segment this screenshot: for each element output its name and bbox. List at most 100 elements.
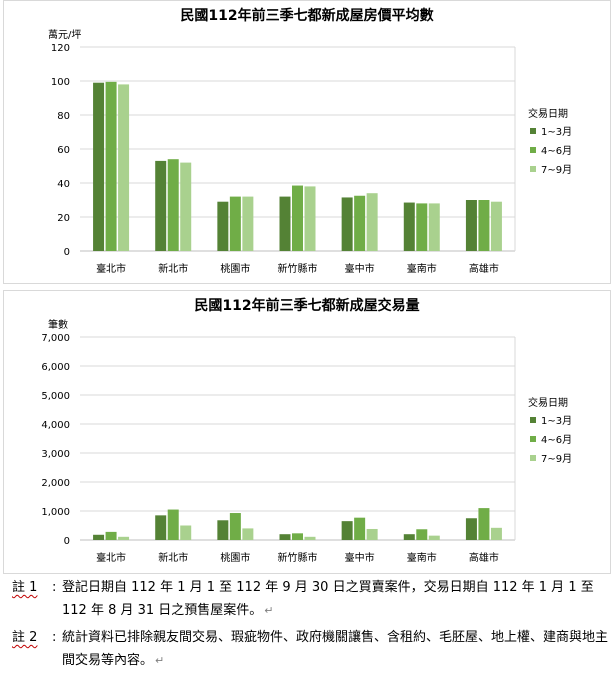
- bar: [155, 160, 167, 251]
- legend-label: 7~9月: [541, 164, 572, 176]
- bar: [93, 534, 105, 540]
- bar: [490, 527, 502, 540]
- chart-border: [3, 0, 611, 284]
- note-1-colon: :: [52, 580, 57, 595]
- x-tick-label: 臺北市: [96, 262, 126, 275]
- return-mark: ↵: [155, 654, 165, 667]
- footnotes: 註 1 : 登記日期自 112 年 1 月 1 至 112 年 9 月 30 日…: [12, 576, 608, 672]
- y-tick-label: 7,000: [41, 333, 70, 344]
- bar: [180, 162, 192, 251]
- bar: [93, 82, 105, 251]
- y-tick-label: 80: [57, 111, 70, 122]
- y-tick-label: 40: [57, 179, 70, 190]
- legend-label: 1~3月: [541, 126, 572, 138]
- x-tick-label: 臺北市: [96, 551, 126, 564]
- x-tick-label: 新竹縣市: [278, 551, 318, 564]
- bar: [478, 200, 490, 251]
- bar: [279, 534, 291, 540]
- y-tick-label: 60: [57, 145, 70, 156]
- bar: [490, 201, 502, 251]
- legend-swatch: [530, 128, 536, 134]
- return-mark: ↵: [264, 604, 274, 617]
- x-tick-label: 桃園市: [220, 551, 250, 564]
- note-1: 註 1 : 登記日期自 112 年 1 月 1 至 112 年 9 月 30 日…: [12, 576, 608, 622]
- x-tick-label: 新竹縣市: [278, 262, 318, 275]
- bar: [118, 536, 130, 540]
- bar: [118, 84, 130, 252]
- y-tick-label: 3,000: [41, 449, 70, 460]
- y-tick-label: 4,000: [41, 420, 70, 431]
- y-axis-unit: 萬元/坪: [48, 28, 81, 41]
- y-tick-label: 5,000: [41, 391, 70, 402]
- x-tick-label: 臺中市: [345, 551, 375, 564]
- bar: [279, 196, 291, 251]
- legend-swatch: [530, 417, 536, 423]
- bar: [403, 534, 415, 540]
- legend-title: 交易日期: [528, 396, 568, 409]
- bar: [428, 203, 440, 251]
- bar: [465, 200, 477, 251]
- x-tick-label: 臺南市: [407, 551, 437, 564]
- x-tick-label: 高雄市: [469, 262, 499, 275]
- bar: [292, 533, 303, 540]
- note-1-text: 登記日期自 112 年 1 月 1 至 112 年 9 月 30 日之買賣案件，…: [62, 580, 594, 618]
- note-2-text: 統計資料已排除親友間交易、瑕疵物件、政府機關讓售、含租約、毛胚屋、地上權、建商與…: [62, 630, 609, 668]
- bar: [366, 193, 378, 251]
- y-axis-unit: 筆數: [48, 318, 68, 331]
- bar: [292, 185, 303, 251]
- legend-label: 4~6月: [541, 145, 572, 157]
- bar: [242, 196, 254, 251]
- y-tick-label: 0: [64, 536, 70, 547]
- legend-swatch: [530, 166, 536, 172]
- bar: [242, 528, 254, 540]
- bar: [465, 518, 477, 540]
- x-tick-label: 新北市: [158, 262, 188, 275]
- bar: [341, 197, 353, 251]
- y-tick-label: 100: [51, 77, 70, 88]
- bar: [217, 520, 229, 540]
- bar: [354, 517, 366, 540]
- x-tick-label: 臺中市: [345, 262, 375, 275]
- bar: [341, 521, 353, 540]
- y-tick-label: 120: [51, 43, 70, 54]
- legend-swatch: [530, 147, 536, 153]
- legend-label: 7~9月: [541, 453, 572, 465]
- y-tick-label: 2,000: [41, 478, 70, 489]
- x-tick-label: 臺南市: [407, 262, 437, 275]
- chart-title: 民國112年前三季七都新成屋房價平均數: [180, 7, 433, 24]
- legend-swatch: [530, 455, 536, 461]
- bar: [105, 81, 117, 251]
- bar: [416, 203, 428, 251]
- bar: [229, 196, 241, 251]
- x-tick-label: 新北市: [158, 551, 188, 564]
- bar: [229, 513, 241, 540]
- note-2-colon: :: [52, 630, 57, 645]
- bar: [217, 201, 229, 251]
- bar: [167, 159, 179, 251]
- x-tick-label: 高雄市: [469, 551, 499, 564]
- bar: [366, 528, 378, 540]
- legend-label: 4~6月: [541, 434, 572, 446]
- x-tick-label: 桃園市: [220, 262, 250, 275]
- note-2-label: 註 2: [12, 630, 38, 645]
- bar: [180, 525, 192, 540]
- legend-swatch: [530, 436, 536, 442]
- bar: [167, 509, 179, 540]
- bar: [354, 195, 366, 251]
- legend-title: 交易日期: [528, 107, 568, 120]
- bar: [155, 515, 167, 540]
- y-tick-label: 6,000: [41, 362, 70, 373]
- y-tick-label: 1,000: [41, 507, 70, 518]
- chart-border: [3, 290, 611, 574]
- legend-label: 1~3月: [541, 415, 572, 427]
- chart-title: 民國112年前三季七都新成屋交易量: [194, 297, 419, 314]
- bar: [304, 186, 316, 251]
- bar: [304, 536, 316, 540]
- bar: [416, 529, 428, 540]
- note-2: 註 2 : 統計資料已排除親友間交易、瑕疵物件、政府機關讓售、含租約、毛胚屋、地…: [12, 626, 608, 672]
- bar: [105, 531, 117, 540]
- bar: [478, 508, 490, 540]
- bar: [403, 202, 415, 251]
